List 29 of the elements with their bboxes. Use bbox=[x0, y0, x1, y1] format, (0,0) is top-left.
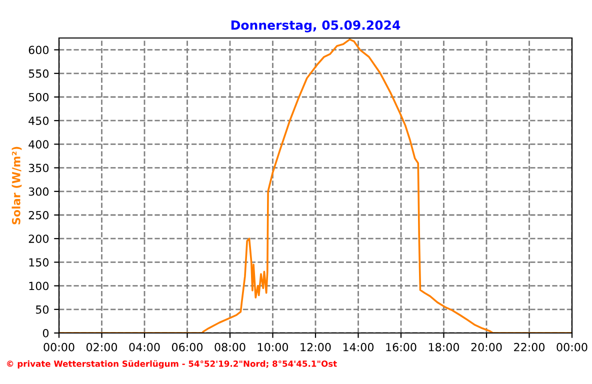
text: © private Wetterstation Süderlügum - 54°52'19.2"Nord; 8°54'45.1"Ost bbox=[7, 360, 337, 369]
y-tick-label: 400 bbox=[28, 140, 49, 149]
x-tick-label: 20:00 bbox=[471, 342, 502, 352]
y-tick-label: 250 bbox=[28, 210, 49, 220]
y-tick-label: 450 bbox=[28, 116, 49, 125]
x-tick-label: 18:00 bbox=[428, 342, 460, 352]
x-tick-label: 12:00 bbox=[300, 342, 331, 352]
x-tick-label: 04:00 bbox=[129, 342, 160, 352]
y-tick-label: 300 bbox=[28, 187, 49, 196]
x-tick-label: 14:00 bbox=[343, 342, 374, 352]
x-tick-label: 10:00 bbox=[258, 342, 288, 352]
x-tick-label: 06:00 bbox=[172, 342, 203, 352]
x-tick-label: 00:00 bbox=[44, 342, 74, 352]
y-tick-label: 500 bbox=[28, 92, 49, 102]
y-tick-label: 200 bbox=[28, 234, 49, 243]
x-tick-label: 02:00 bbox=[86, 342, 118, 352]
y-tick-label: 350 bbox=[28, 164, 49, 172]
x-tick-label: 22:00 bbox=[514, 342, 545, 352]
y-tick-label: 150 bbox=[29, 258, 49, 267]
x-tick-label: 00:00 bbox=[556, 342, 588, 352]
y-tick-label: 50 bbox=[36, 305, 49, 314]
y-tick-label: 100 bbox=[29, 282, 49, 290]
y-tick-label: 550 bbox=[28, 69, 49, 78]
chart-title: Donnerstag, 05.09.2024 bbox=[231, 20, 400, 32]
x-tick-label: 08:00 bbox=[214, 342, 246, 352]
y-tick-label: 0 bbox=[42, 328, 49, 338]
y-axis-title: Solar (W/m²) bbox=[12, 146, 22, 224]
x-tick-label: 16:00 bbox=[386, 342, 416, 352]
y-tick-label: 600 bbox=[28, 46, 49, 54]
